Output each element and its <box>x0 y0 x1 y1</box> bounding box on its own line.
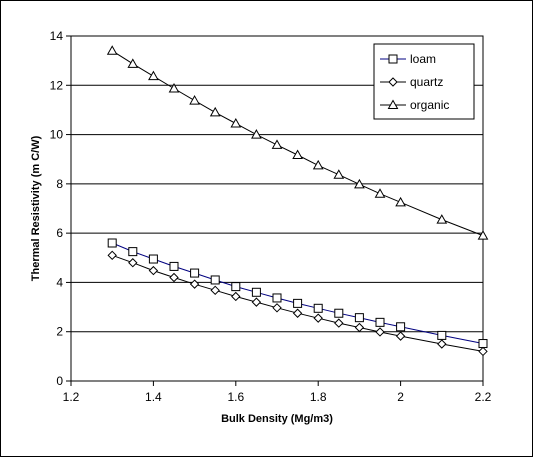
data-point-diamond <box>272 303 282 313</box>
data-point-diamond <box>395 331 406 341</box>
axes: 0 2 4 6 8 10 12 14 1.2 1.4 1.6 1.8 2 2.2 <box>50 29 492 404</box>
data-point-square <box>375 317 385 327</box>
data-point-square <box>396 322 406 332</box>
data-point-triangle <box>106 45 118 55</box>
x-tick-label: 2.2 <box>475 390 492 404</box>
y-tick-label: 0 <box>56 374 63 388</box>
data-point-square <box>334 308 344 318</box>
y-tick-label: 12 <box>50 78 64 92</box>
plot-area <box>70 35 484 382</box>
data-point-triangle <box>374 188 386 198</box>
data-point-triangle <box>312 159 324 170</box>
series-organic <box>106 45 489 240</box>
data-point-diamond <box>169 272 179 283</box>
series-loam <box>107 238 488 349</box>
data-point-square <box>354 313 364 323</box>
data-point-diamond <box>148 265 159 276</box>
data-point-diamond <box>334 318 344 328</box>
data-point-diamond <box>313 313 323 323</box>
data-point-square <box>148 254 158 264</box>
legend: loam quartz organic <box>373 43 475 120</box>
data-point-diamond <box>388 77 398 87</box>
data-point-diamond <box>375 327 385 337</box>
series-quartz <box>107 250 488 357</box>
data-point-triangle <box>251 129 262 139</box>
data-point-diamond <box>354 322 365 333</box>
data-point-triangle <box>333 169 345 179</box>
data-point-triangle <box>395 196 406 207</box>
legend-item-loam: loam <box>380 52 436 66</box>
y-tick-label: 14 <box>50 29 64 43</box>
y-tick-label: 2 <box>56 325 63 339</box>
data-point-square <box>169 261 179 271</box>
data-point-square <box>293 298 303 308</box>
x-tick-label: 1.2 <box>63 390 80 404</box>
data-point-square <box>107 238 117 248</box>
data-point-diamond <box>292 308 303 318</box>
data-point-triangle <box>127 58 139 68</box>
data-point-diamond <box>107 250 117 261</box>
data-point-diamond <box>478 346 488 357</box>
x-tick-label: 1.6 <box>227 390 244 404</box>
data-point-diamond <box>251 297 262 307</box>
series-line <box>112 242 484 344</box>
data-point-square <box>388 54 398 64</box>
data-point-diamond <box>128 258 138 268</box>
x-axis-title: Bulk Density (Mg/m3) <box>221 413 333 425</box>
data-point-triangle <box>354 178 365 189</box>
legend-item-organic: organic <box>380 98 449 112</box>
y-tick-label: 4 <box>56 275 63 289</box>
data-point-triangle <box>436 214 448 224</box>
data-point-square <box>437 330 447 340</box>
data-point-triangle <box>148 70 159 81</box>
data-point-triangle <box>271 139 283 149</box>
data-point-square <box>478 339 488 349</box>
x-tick-label: 2 <box>397 390 404 404</box>
series-layer <box>106 45 489 357</box>
data-point-diamond <box>231 291 241 302</box>
data-point-diamond <box>189 279 200 289</box>
data-point-square <box>313 303 323 313</box>
y-tick-label: 6 <box>56 226 63 240</box>
data-point-square <box>210 275 220 285</box>
x-tick-label: 1.8 <box>310 390 327 404</box>
y-tick-label: 10 <box>50 128 64 142</box>
data-point-triangle <box>209 106 221 117</box>
data-point-square <box>128 247 138 257</box>
data-point-square <box>272 293 282 303</box>
y-tick-label: 8 <box>56 177 63 191</box>
data-point-diamond <box>210 285 220 296</box>
data-point-triangle <box>230 117 242 128</box>
data-point-triangle <box>387 99 399 109</box>
data-point-triangle <box>168 82 180 93</box>
legend-label: quartz <box>410 75 443 89</box>
data-point-square <box>251 287 261 297</box>
data-point-diamond <box>437 339 447 349</box>
data-point-triangle <box>292 149 303 160</box>
x-tick-label: 1.4 <box>145 390 162 404</box>
data-point-square <box>190 268 200 278</box>
legend-label: organic <box>410 98 449 112</box>
data-point-square <box>231 282 241 292</box>
data-point-triangle <box>189 95 200 105</box>
legend-item-quartz: quartz <box>380 75 443 89</box>
legend-label: loam <box>410 52 436 66</box>
y-axis-title: Thermal Resistivity (m C/W) <box>30 135 42 281</box>
data-point-triangle <box>477 230 489 240</box>
